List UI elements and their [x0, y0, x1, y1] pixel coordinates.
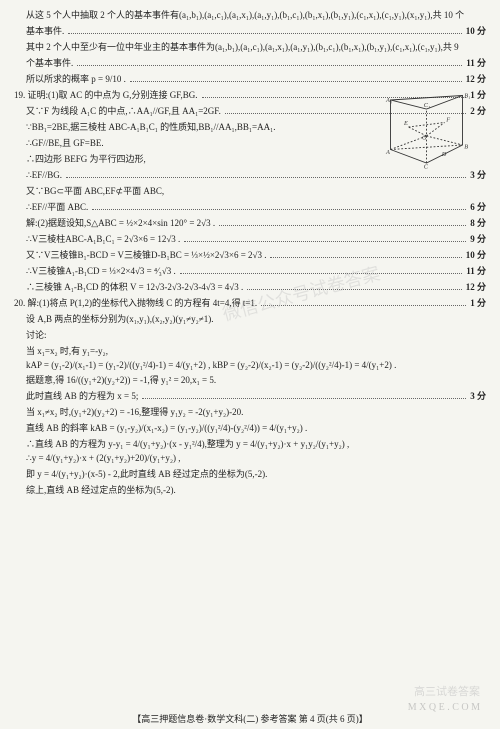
line-text: 所以所求的概率 p = 9/10 . [26, 72, 126, 85]
solution-line: ∴y = 4/(y₁+y₂)·x + (2(y₁+y₂)+20)/(y₁+y₂)… [14, 453, 486, 464]
solution-line: kAP = (y₁-2)/(x₁-1) = (y₁-2)/((y₁²/4)-1)… [14, 360, 486, 370]
svg-text:B₁: B₁ [464, 92, 470, 99]
leader-dots [130, 74, 462, 82]
line-text: 当 x₁=x₂ 时,有 y₁=-y₂, [26, 344, 108, 357]
svg-text:F: F [445, 117, 450, 124]
line-text: 综上,直线 AB 经过定点的坐标为(5,-2). [26, 483, 176, 496]
line-text: 据题意,得 16/((y₁+2)(y₂+2)) = -1,得 y₁² = 20,… [26, 373, 216, 386]
line-text: 20. 解:(1)将点 P(1,2)的坐标代入抛物线 C 的方程有 4t=4,得… [14, 296, 257, 309]
score-mark: 11 分 [466, 56, 486, 69]
line-text: ∴四边形 BEFG 为平行四边形, [26, 152, 146, 165]
svg-text:E: E [403, 120, 408, 127]
solution-line: 20. 解:(1)将点 P(1,2)的坐标代入抛物线 C 的方程有 4t=4,得… [14, 296, 486, 309]
line-text: 基本事件. [26, 24, 64, 37]
watermark-brand: 高三试卷答案 [414, 683, 480, 699]
score-mark: 8 分 [470, 216, 486, 229]
line-text: ∴EF//BG. [26, 170, 62, 181]
line-text: 又∵F 为线段 A₁C 的中点,∴AA₁//GF,且 AA₁=2GF. [26, 104, 221, 117]
leader-dots [219, 218, 466, 226]
solution-line: 此时直线 AB 的方程为 x = 5; 3 分 [14, 389, 486, 402]
leader-dots [184, 234, 466, 242]
solution-line: ∴三棱锥 A₁-B₁CD 的体积 V = 12√3-2√3-2√3-4√3 = … [14, 280, 486, 293]
line-text: ∴V三棱锥A₁-B₁CD = ⅓×2×4√3 = ⁴⁄₃√3 . [26, 264, 176, 277]
solution-line: 从这 5 个人中抽取 2 个人的基本事件有(a₁,b₁),(a₁,c₁),(a₁… [14, 8, 486, 21]
score-mark: 11 分 [466, 264, 486, 277]
leader-dots [77, 58, 462, 66]
leader-dots [142, 391, 466, 399]
solution-line: 当 x₁=x₂ 时,有 y₁=-y₂, [14, 344, 486, 357]
solution-line: ∴V三棱柱ABC-A₁B₁C₁ = 2√3×6 = 12√3 . 9 分 [14, 232, 486, 245]
score-mark: 6 分 [470, 200, 486, 213]
page-footer: 【高三押题信息卷·数学文科(二) 参考答案 第 4 页(共 6 页)】 [0, 712, 500, 725]
leader-dots [92, 202, 466, 210]
svg-text:A: A [385, 149, 390, 156]
leader-dots [261, 298, 466, 306]
prism-diagram: A₁ B₁ C₁ A B C E F G D [376, 82, 486, 172]
line-text: kAP = (y₁-2)/(x₁-1) = (y₁-2)/((y₁²/4)-1)… [26, 360, 396, 370]
line-text: 讨论: [26, 328, 47, 341]
score-mark: 10 分 [466, 24, 486, 37]
score-mark: 10 分 [466, 248, 486, 261]
solution-line: 其中 2 个人中至少有一位中年业主的基本事件为(a₁,b₁),(a₁,c₁),(… [14, 40, 486, 53]
line-text: 此时直线 AB 的方程为 x = 5; [26, 389, 138, 402]
solution-line: 个基本事件. 11 分 [14, 56, 486, 69]
svg-text:C: C [424, 163, 429, 170]
line-text: 设 A,B 两点的坐标分别为(x₁,y₁),(x₂,y₂)(y₁≠y₂≠1). [26, 312, 213, 325]
line-text: 解:(2)据题设知,S△ABC = ½×2×4×sin 120° = 2√3 . [26, 216, 215, 229]
line-text: 当 x₁≠x₂ 时,(y₁+2)(y₂+2) = -16,整理得 y₁y₂ = … [26, 405, 243, 418]
line-text: 又∵BG⊂平面 ABC,EF⊄平面 ABC, [26, 184, 164, 197]
line-text: 又∵V三棱锥B₁-BCD = V三棱锥D-B₁BC = ⅓×½×2√3×6 = … [26, 248, 266, 261]
leader-dots [68, 26, 461, 34]
score-mark: 3 分 [470, 389, 486, 402]
leader-dots [180, 266, 463, 274]
solution-line: 据题意,得 16/((y₁+2)(y₂+2)) = -1,得 y₁² = 20,… [14, 373, 486, 386]
svg-text:G: G [422, 135, 427, 142]
solution-line: 基本事件. 10 分 [14, 24, 486, 37]
line-text: ∴y = 4/(y₁+y₂)·x + (2(y₁+y₂)+20)/(y₁+y₂)… [26, 453, 180, 464]
solution-line: 综上,直线 AB 经过定点的坐标为(5,-2). [14, 483, 486, 496]
line-text: ∴V三棱柱ABC-A₁B₁C₁ = 2√3×6 = 12√3 . [26, 232, 180, 245]
solution-line: ∴直线 AB 的方程为 y-y₁ = 4/(y₁+y₂)·(x - y₁²/4)… [14, 437, 486, 450]
leader-dots [270, 250, 461, 258]
score-mark: 1 分 [470, 296, 486, 309]
line-text: 19. 证明:(1)取 AC 的中点为 G,分别连接 GF,BG. [14, 88, 198, 101]
line-text: ∴直线 AB 的方程为 y-y₁ = 4/(y₁+y₂)·(x - y₁²/4)… [26, 437, 349, 450]
line-text: ∴EF//平面 ABC. [26, 200, 88, 213]
line-text: 其中 2 个人中至少有一位中年业主的基本事件为(a₁,b₁),(a₁,c₁),(… [26, 40, 459, 53]
solution-line: 直线 AB 的斜率 kAB = (y₁-y₂)/(x₁-x₂) = (y₁-y₂… [14, 421, 486, 434]
line-text: 个基本事件. [26, 56, 73, 69]
leader-dots [247, 282, 462, 290]
solution-line: 又∵V三棱锥B₁-BCD = V三棱锥D-B₁BC = ⅓×½×2√3×6 = … [14, 248, 486, 261]
solution-line: 又∵BG⊂平面 ABC,EF⊄平面 ABC, [14, 184, 486, 197]
line-text: ∵BB₁=2BE,据三棱柱 ABC-A₁B₁C₁ 的性质知,BB₁//AA₁,B… [26, 120, 276, 133]
line-text: ∴三棱锥 A₁-B₁CD 的体积 V = 12√3-2√3-2√3-4√3 = … [26, 280, 243, 293]
score-mark: 9 分 [470, 232, 486, 245]
line-text: 即 y = 4/(y₁+y₂)·(x-5) - 2,此时直线 AB 经过定点的坐… [26, 467, 267, 480]
line-text: 直线 AB 的斜率 kAB = (y₁-y₂)/(x₁-x₂) = (y₁-y₂… [26, 421, 307, 434]
solution-line: 设 A,B 两点的坐标分别为(x₁,y₁),(x₂,y₂)(y₁≠y₂≠1). [14, 312, 486, 325]
svg-text:D: D [441, 151, 447, 158]
solution-line: 解:(2)据题设知,S△ABC = ½×2×4×sin 120° = 2√3 .… [14, 216, 486, 229]
solution-line: ∴EF//平面 ABC. 6 分 [14, 200, 486, 213]
svg-text:C₁: C₁ [424, 102, 430, 109]
line-text: ∴GF//BE,且 GF=BE. [26, 136, 104, 149]
svg-text:A₁: A₁ [385, 97, 392, 104]
solution-line: 讨论: [14, 328, 486, 341]
svg-text:B: B [464, 144, 468, 151]
solution-line: 当 x₁≠x₂ 时,(y₁+2)(y₂+2) = -16,整理得 y₁y₂ = … [14, 405, 486, 418]
solution-line: 即 y = 4/(y₁+y₂)·(x-5) - 2,此时直线 AB 经过定点的坐… [14, 467, 486, 480]
score-mark: 12 分 [466, 280, 486, 293]
solution-line: ∴V三棱锥A₁-B₁CD = ⅓×2×4√3 = ⁴⁄₃√3 . 11 分 [14, 264, 486, 277]
line-text: 从这 5 个人中抽取 2 个人的基本事件有(a₁,b₁),(a₁,c₁),(a₁… [26, 8, 464, 21]
